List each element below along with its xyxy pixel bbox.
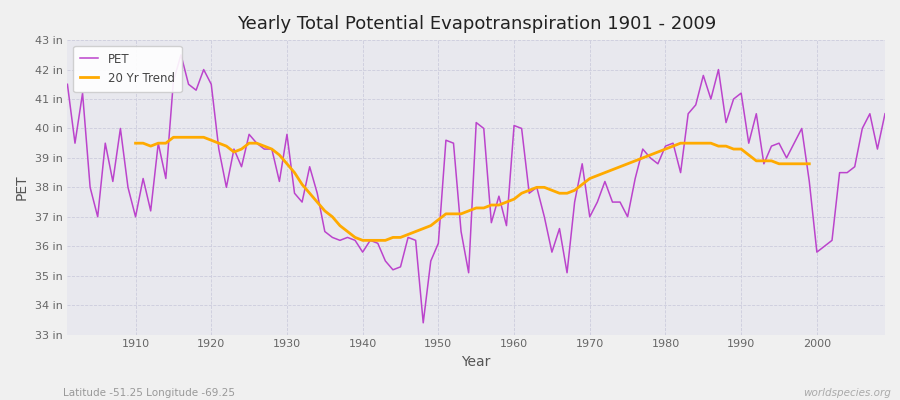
20 Yr Trend <box>357 238 368 243</box>
PET <box>879 111 890 116</box>
20 Yr Trend <box>804 161 814 166</box>
20 Yr Trend <box>706 141 716 146</box>
PET <box>122 185 133 190</box>
PET <box>176 52 186 57</box>
PET <box>418 320 428 325</box>
PET <box>615 200 626 204</box>
Title: Yearly Total Potential Evapotranspiration 1901 - 2009: Yearly Total Potential Evapotranspiratio… <box>237 15 716 33</box>
20 Yr Trend <box>342 229 353 234</box>
Line: PET: PET <box>68 55 885 323</box>
20 Yr Trend <box>168 135 179 140</box>
PET <box>62 82 73 87</box>
Y-axis label: PET: PET <box>15 174 29 200</box>
PET <box>517 126 527 131</box>
20 Yr Trend <box>229 150 239 154</box>
PET <box>524 191 535 196</box>
Line: 20 Yr Trend: 20 Yr Trend <box>136 137 809 240</box>
Text: Latitude -51.25 Longitude -69.25: Latitude -51.25 Longitude -69.25 <box>63 388 235 398</box>
PET <box>297 200 308 204</box>
PET <box>342 235 353 240</box>
20 Yr Trend <box>130 141 141 146</box>
X-axis label: Year: Year <box>462 355 490 369</box>
Text: worldspecies.org: worldspecies.org <box>803 388 891 398</box>
20 Yr Trend <box>788 161 799 166</box>
Legend: PET, 20 Yr Trend: PET, 20 Yr Trend <box>73 46 182 92</box>
20 Yr Trend <box>615 164 626 169</box>
20 Yr Trend <box>721 144 732 148</box>
